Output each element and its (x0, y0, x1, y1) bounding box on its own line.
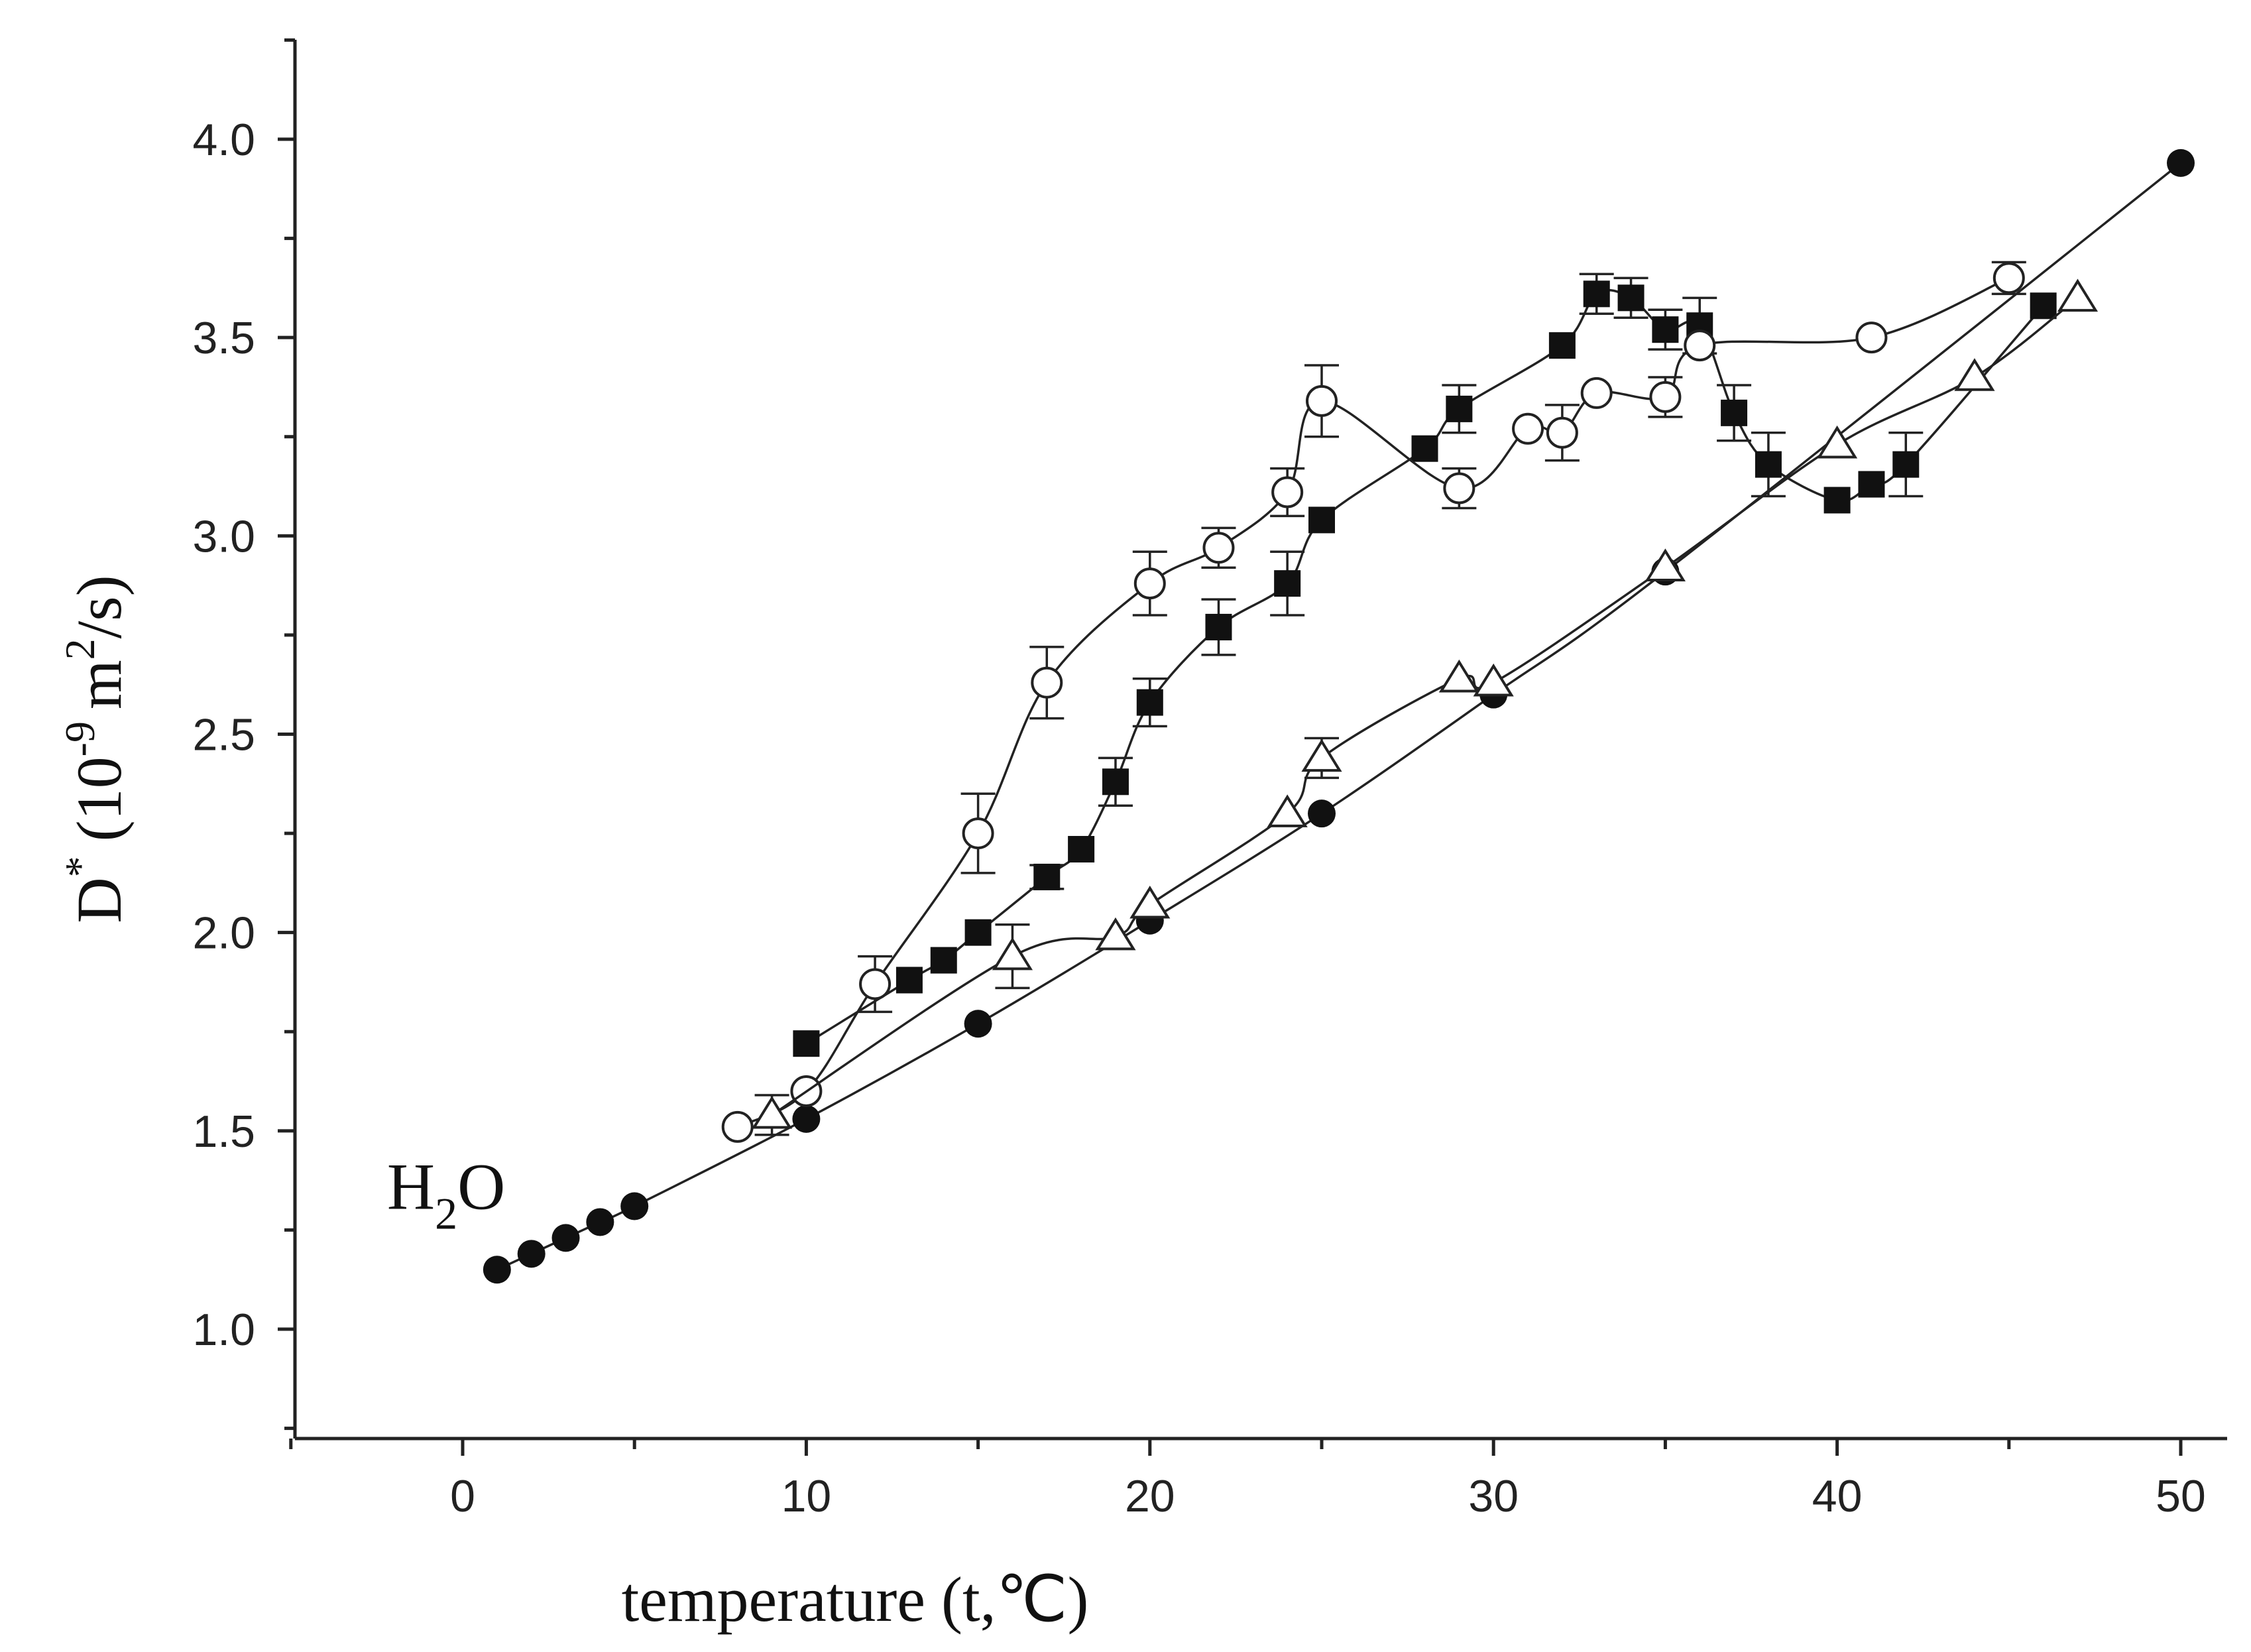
data-point (1095, 917, 1136, 951)
data-point (1308, 506, 1335, 534)
data-point (2057, 278, 2099, 312)
data-point (1652, 316, 1679, 343)
data-point (1858, 471, 1885, 498)
axes (293, 40, 2227, 1441)
data-point (1271, 476, 1304, 508)
data-point (1443, 472, 1475, 504)
data-point (1133, 567, 1166, 600)
data-point (1267, 794, 1308, 827)
y-tick-label: 1.5 (192, 1106, 255, 1157)
series-filled-square (793, 272, 2057, 1057)
series-line (805, 288, 2044, 1045)
x-tick-label: 0 (450, 1471, 475, 1521)
data-point (551, 1224, 580, 1252)
y-tick-label: 4.0 (192, 115, 255, 165)
data-point (1755, 451, 1782, 478)
h2o-annotation-sub: 2 (435, 1188, 457, 1238)
y-title-post: /s) (64, 575, 135, 638)
x-tick-label: 20 (1125, 1471, 1175, 1521)
data-point (1855, 322, 1888, 354)
series-line (496, 162, 2182, 1271)
y-title-sup: * (56, 856, 103, 877)
data-point (1954, 358, 1995, 391)
data-point (1823, 487, 1851, 514)
data-point (2167, 148, 2195, 177)
data-point (1102, 768, 1129, 796)
data-point (1817, 425, 1858, 459)
series-layer (483, 148, 2195, 1284)
data-point (1512, 412, 1544, 445)
svg-text:D*(10-9m2/s): D* (10-9 m2/s) (56, 575, 135, 923)
data-point (483, 1256, 511, 1284)
data-point (895, 967, 923, 994)
data-point (1136, 689, 1163, 716)
data-point (1301, 738, 1342, 772)
data-point (1308, 799, 1336, 828)
data-point (1438, 659, 1479, 693)
data-point (962, 817, 994, 850)
data-point (1473, 663, 1514, 697)
data-point (964, 919, 992, 946)
series-open-triangle (751, 278, 2099, 1136)
data-point (1649, 381, 1682, 413)
data-point (1033, 863, 1061, 890)
data-point (586, 1208, 614, 1236)
data-point (793, 1030, 820, 1057)
x-axis-title: temperature (t,℃) (622, 1564, 1089, 1635)
series-open-circle (721, 261, 2026, 1143)
y-title-exp: -9 (56, 721, 103, 756)
data-point (1580, 377, 1613, 409)
data-point (1129, 885, 1171, 919)
y-title-pre: (10 (64, 756, 135, 841)
data-point (1684, 329, 1716, 362)
y-tick-label: 3.5 (192, 313, 255, 363)
data-point (2030, 292, 2057, 320)
data-point (1205, 613, 1232, 640)
data-point (1274, 570, 1301, 597)
data-point (1645, 548, 1686, 581)
data-point (751, 1096, 793, 1129)
data-point (1583, 280, 1610, 308)
x-tick-label: 30 (1468, 1471, 1519, 1521)
data-point (1721, 399, 1748, 426)
y-title-unit: m (64, 660, 135, 709)
data-point (1202, 532, 1235, 564)
data-point (1992, 262, 2025, 294)
x-tick-label: 10 (781, 1471, 832, 1521)
data-point (964, 1010, 992, 1038)
data-point (1306, 384, 1338, 417)
h2o-annotation: H2O (387, 1150, 505, 1238)
data-point (1892, 451, 1920, 478)
data-point (1411, 435, 1438, 462)
data-point (1617, 284, 1645, 312)
y-axis-title: D* (10-9 m2/s) (56, 575, 135, 923)
x-tick-label: 40 (1812, 1471, 1863, 1521)
y-tick-label: 1.0 (192, 1305, 255, 1355)
data-point (930, 947, 957, 974)
data-point (992, 937, 1033, 971)
data-point (1446, 395, 1473, 422)
data-point (620, 1192, 649, 1220)
y-tick-label: 2.5 (192, 710, 255, 760)
x-ticks: 0 10 20 30 40 50 (289, 1439, 2206, 1521)
h2o-annotation-main: H (387, 1150, 435, 1223)
data-point (1068, 836, 1095, 863)
data-point (859, 968, 892, 1000)
y-tick-label: 2.0 (192, 908, 255, 959)
data-point (1548, 332, 1576, 359)
data-point (792, 1104, 821, 1133)
h2o-annotation-tail: O (457, 1150, 505, 1223)
y-tick-label: 3.0 (192, 511, 255, 561)
y-ticks: 1.0 1.5 2.0 2.5 3.0 3.5 4.0 (192, 38, 295, 1431)
data-point (1031, 666, 1063, 699)
data-point (1546, 416, 1578, 449)
y-title-unit-exp: 2 (56, 638, 103, 660)
y-title-symbol: D (64, 877, 135, 923)
series-line (736, 276, 2010, 1128)
data-point (517, 1240, 546, 1268)
x-tick-label: 50 (2156, 1471, 2206, 1521)
data-point (721, 1110, 754, 1143)
series-line (771, 296, 2079, 1116)
